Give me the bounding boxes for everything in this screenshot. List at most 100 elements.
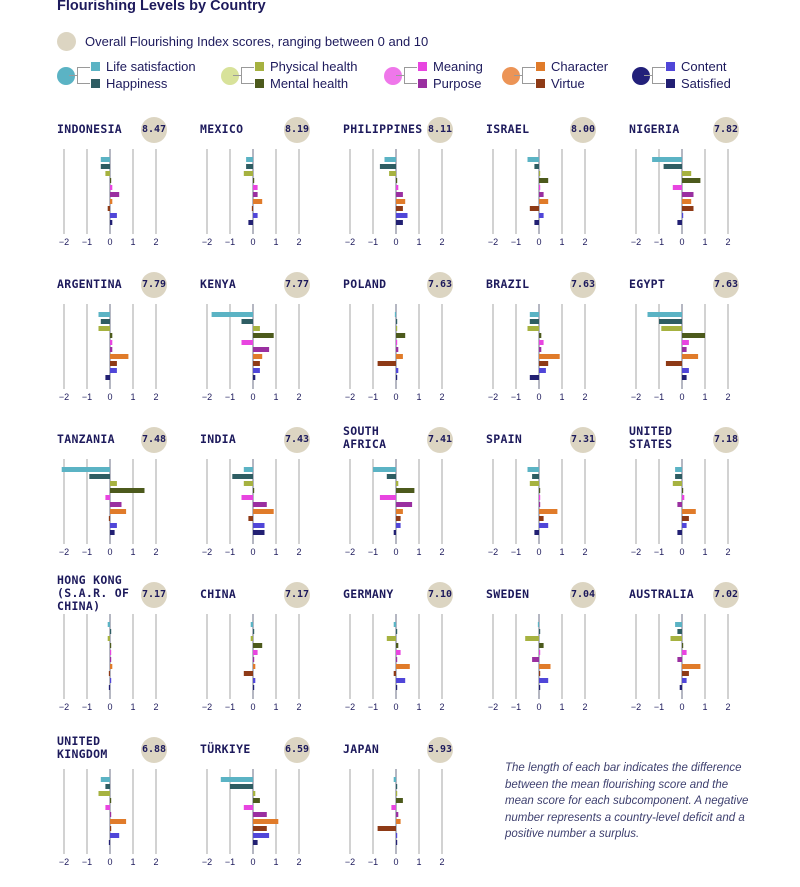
x-tick-label: −1 xyxy=(82,857,92,867)
bar-content xyxy=(110,523,117,528)
x-tick-label: −1 xyxy=(368,392,378,402)
bar-satisfied xyxy=(539,685,541,690)
legend-group-dot xyxy=(632,67,650,85)
bar-virtue xyxy=(108,516,111,521)
x-tick-label: −2 xyxy=(631,237,641,247)
x-tick-label: 0 xyxy=(679,392,684,402)
bar-purpose xyxy=(253,192,258,197)
country-panel: INDONESIA 8.47 −2 −1 0 1 2 xyxy=(57,117,197,267)
country-bar-chart: −2 −1 0 1 2 xyxy=(488,459,588,557)
x-tick-label: −1 xyxy=(225,857,235,867)
bar-physical-health xyxy=(105,171,110,176)
bar-physical-health xyxy=(253,326,260,331)
country-score-badge: 7.04 xyxy=(570,582,596,608)
country-name: CHINA xyxy=(200,587,237,601)
bar-character xyxy=(539,199,549,204)
legend-bracket xyxy=(396,67,417,84)
bar-purpose xyxy=(253,657,255,662)
x-tick-label: 1 xyxy=(702,702,707,712)
bar-content xyxy=(539,678,549,683)
bar-character xyxy=(253,199,263,204)
bar-virtue xyxy=(396,516,401,521)
country-score-badge: 8.00 xyxy=(570,117,596,143)
country-bar-chart: −2 −1 0 1 2 xyxy=(345,149,445,247)
bar-virtue xyxy=(529,206,539,211)
bar-physical-health xyxy=(243,481,253,486)
country-score-badge: 7.48 xyxy=(141,427,167,453)
x-tick-label: −2 xyxy=(59,237,69,247)
country-name: SWEDEN xyxy=(486,587,530,601)
country-panel: PHILIPPINES 8.11 −2 −1 0 1 2 xyxy=(343,117,483,267)
bar-life-satisfaction xyxy=(384,157,396,162)
country-name: KENYA xyxy=(200,277,237,291)
country-bar-chart: −2 −1 0 1 2 xyxy=(59,769,159,867)
bar-happiness xyxy=(246,164,253,169)
country-score-badge: 8.47 xyxy=(141,117,167,143)
country-panel: SWEDEN 7.04 −2 −1 0 1 2 xyxy=(486,582,626,732)
x-tick-label: −2 xyxy=(488,392,498,402)
x-tick-label: 2 xyxy=(296,237,301,247)
country-name: ISRAEL xyxy=(486,122,530,136)
bar-character xyxy=(539,354,560,359)
x-tick-label: −1 xyxy=(225,702,235,712)
x-tick-label: −1 xyxy=(654,237,664,247)
bar-purpose xyxy=(253,812,267,817)
bar-virtue xyxy=(108,671,111,676)
bar-happiness xyxy=(396,629,398,634)
x-tick-label: 0 xyxy=(107,702,112,712)
x-tick-label: 1 xyxy=(559,702,564,712)
bar-meaning xyxy=(110,650,112,655)
x-tick-label: −1 xyxy=(511,392,521,402)
bar-virtue xyxy=(107,206,110,211)
country-panel: NIGERIA 7.82 −2 −1 0 1 2 xyxy=(629,117,769,267)
country-bar-chart: −2 −1 0 1 2 xyxy=(345,614,445,712)
x-tick-label: 1 xyxy=(559,392,564,402)
x-tick-label: 2 xyxy=(725,392,730,402)
bar-satisfied xyxy=(677,220,682,225)
bar-purpose xyxy=(110,192,120,197)
bar-life-satisfaction xyxy=(537,622,540,627)
bar-satisfied xyxy=(529,375,539,380)
x-tick-label: −1 xyxy=(368,857,378,867)
country-score-badge: 7.31 xyxy=(570,427,596,453)
country-name: TÜRKIYE xyxy=(200,742,251,756)
x-tick-label: 0 xyxy=(393,392,398,402)
country-name: BRAZIL xyxy=(486,277,530,291)
bar-meaning xyxy=(105,805,110,810)
bar-satisfied xyxy=(248,220,253,225)
bar-life-satisfaction xyxy=(647,312,682,317)
legend-label: Physical health xyxy=(270,59,358,74)
country-panel: BRAZIL 7.63 −2 −1 0 1 2 xyxy=(486,272,626,422)
bar-virtue xyxy=(393,671,396,676)
x-tick-label: −1 xyxy=(225,547,235,557)
bar-physical-health xyxy=(396,326,398,331)
bar-life-satisfaction xyxy=(211,312,253,317)
bar-life-satisfaction xyxy=(107,622,110,627)
x-tick-label: 1 xyxy=(416,857,421,867)
bar-character xyxy=(539,664,551,669)
country-score-badge: 8.11 xyxy=(427,117,453,143)
country-bar-chart: −2 −1 0 1 2 xyxy=(345,459,445,557)
legend-swatch xyxy=(255,62,264,71)
bar-virtue xyxy=(682,516,689,521)
bar-life-satisfaction xyxy=(100,157,110,162)
bar-meaning xyxy=(241,495,253,500)
x-tick-label: 1 xyxy=(416,702,421,712)
bar-physical-health xyxy=(243,171,253,176)
bar-mental-health xyxy=(253,333,274,338)
bar-meaning xyxy=(396,340,398,345)
country-bar-chart: −2 −1 0 1 2 xyxy=(59,149,159,247)
x-tick-label: 1 xyxy=(559,237,564,247)
country-panel: INDIA 7.43 −2 −1 0 1 2 xyxy=(200,427,340,577)
country-score-badge: 7.79 xyxy=(141,272,167,298)
bar-content xyxy=(253,678,256,683)
bar-life-satisfaction xyxy=(675,622,682,627)
bar-character xyxy=(682,664,701,669)
bar-life-satisfaction xyxy=(250,622,253,627)
x-tick-label: 0 xyxy=(679,702,684,712)
x-tick-label: 1 xyxy=(702,547,707,557)
bar-happiness xyxy=(89,474,110,479)
bar-character xyxy=(110,664,113,669)
x-tick-label: −2 xyxy=(202,702,212,712)
bar-physical-health xyxy=(539,171,541,176)
